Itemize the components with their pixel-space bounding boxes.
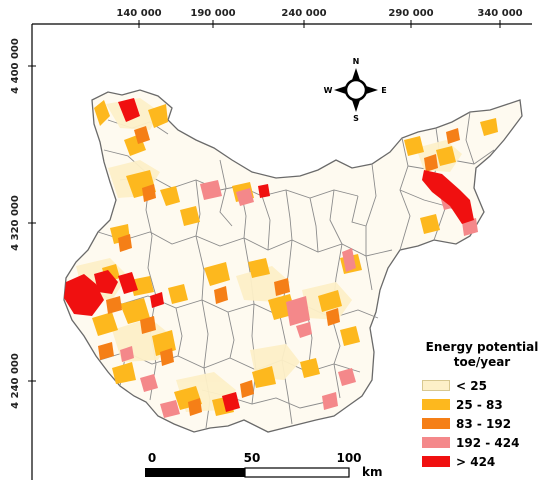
energy-class-83-192 (98, 126, 460, 416)
legend-label: < 25 (456, 378, 487, 393)
scale-bar: 0 50 100 km (145, 451, 382, 479)
y-tick-label: 4 400 000 (10, 38, 21, 94)
scale-label-0: 0 (148, 451, 156, 465)
legend-swatch (422, 399, 450, 410)
legend-swatch (422, 437, 450, 448)
legend-title: Energy potential toe/year (414, 340, 550, 370)
compass-south: S (353, 114, 359, 123)
x-tick-label: 240 000 (281, 8, 326, 19)
scale-bar-white-segment (244, 467, 350, 478)
x-tick-label: 290 000 (388, 8, 433, 19)
compass-rose: N S W E (324, 57, 387, 123)
scale-bar-black-segment (145, 468, 245, 477)
legend-swatch (422, 418, 450, 429)
scale-label-100: 100 (336, 451, 361, 465)
x-tick-label: 340 000 (477, 8, 522, 19)
y-tick-label: 4 240 000 (10, 353, 21, 409)
scale-label-50: 50 (244, 451, 261, 465)
legend-swatch (422, 456, 450, 467)
legend-item: 192 - 424 (414, 433, 550, 452)
x-tick-label: 140 000 (116, 8, 161, 19)
energy-class-192-424 (120, 180, 478, 418)
legend-items: < 25 25 - 83 83 - 192 192 - 424 > 424 (414, 376, 550, 471)
compass-west: W (324, 86, 333, 95)
scale-unit: km (362, 465, 382, 479)
legend-label: 83 - 192 (456, 416, 512, 431)
compass-east: E (381, 86, 386, 95)
legend-label: 192 - 424 (456, 435, 520, 450)
compass-north: N (353, 57, 360, 66)
x-tick-label: 190 000 (190, 8, 235, 19)
legend-item: > 424 (414, 452, 550, 471)
legend-title-line1: Energy potential (425, 340, 539, 354)
legend-item: 83 - 192 (414, 414, 550, 433)
y-tick-label: 4 320 000 (10, 195, 21, 251)
legend-label: > 424 (456, 454, 496, 469)
legend-item: < 25 (414, 376, 550, 395)
energy-class-gt424 (64, 98, 474, 412)
legend-swatch (422, 380, 450, 391)
legend-item: 25 - 83 (414, 395, 550, 414)
legend-label: 25 - 83 (456, 397, 503, 412)
legend-title-line2: toe/year (453, 355, 511, 369)
legend: Energy potential toe/year < 25 25 - 83 8… (414, 340, 550, 471)
